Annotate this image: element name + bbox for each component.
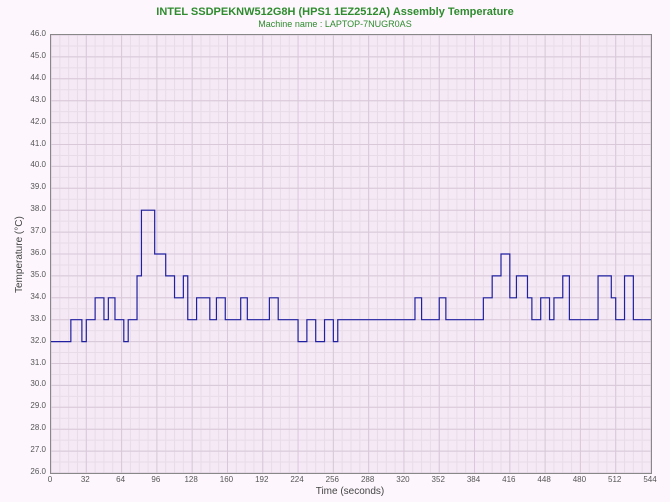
y-tick-label: 32.0 — [30, 336, 46, 345]
x-tick-label: 480 — [571, 475, 587, 484]
temperature-chart: INTEL SSDPEKNW512G8H (HPS1 1EZ2512A) Ass… — [0, 0, 670, 502]
chart-title: INTEL SSDPEKNW512G8H (HPS1 1EZ2512A) Ass… — [0, 0, 670, 18]
plot-area — [50, 34, 652, 474]
x-tick-label: 416 — [501, 475, 517, 484]
x-tick-label: 256 — [324, 475, 340, 484]
x-tick-label: 352 — [430, 475, 446, 484]
y-tick-label: 44.0 — [30, 73, 46, 82]
y-tick-label: 45.0 — [30, 51, 46, 60]
y-tick-label: 33.0 — [30, 314, 46, 323]
y-tick-label: 46.0 — [30, 29, 46, 38]
x-tick-label: 448 — [536, 475, 552, 484]
x-tick-label: 288 — [360, 475, 376, 484]
y-tick-label: 41.0 — [30, 139, 46, 148]
y-tick-label: 29.0 — [30, 401, 46, 410]
plot-svg — [51, 35, 651, 473]
x-tick-label: 192 — [254, 475, 270, 484]
y-tick-label: 40.0 — [30, 160, 46, 169]
y-tick-label: 36.0 — [30, 248, 46, 257]
y-tick-label: 27.0 — [30, 445, 46, 454]
y-tick-label: 39.0 — [30, 182, 46, 191]
x-tick-label: 96 — [148, 475, 164, 484]
x-tick-label: 32 — [77, 475, 93, 484]
x-tick-label: 544 — [642, 475, 658, 484]
x-tick-label: 0 — [42, 475, 58, 484]
x-tick-label: 128 — [183, 475, 199, 484]
chart-subtitle: Machine name : LAPTOP-7NUGR0AS — [0, 19, 670, 29]
y-tick-label: 43.0 — [30, 95, 46, 104]
y-tick-label: 42.0 — [30, 117, 46, 126]
x-tick-label: 320 — [395, 475, 411, 484]
x-tick-label: 160 — [218, 475, 234, 484]
y-tick-label: 28.0 — [30, 423, 46, 432]
y-tick-label: 34.0 — [30, 292, 46, 301]
x-axis-title: Time (seconds) — [50, 486, 650, 497]
x-tick-label: 64 — [113, 475, 129, 484]
x-tick-label: 512 — [607, 475, 623, 484]
y-axis-title: Temperature (°C) — [14, 216, 25, 293]
y-tick-label: 38.0 — [30, 204, 46, 213]
y-tick-label: 37.0 — [30, 226, 46, 235]
y-tick-label: 31.0 — [30, 358, 46, 367]
y-tick-label: 35.0 — [30, 270, 46, 279]
x-tick-label: 384 — [466, 475, 482, 484]
y-tick-label: 30.0 — [30, 379, 46, 388]
x-tick-label: 224 — [289, 475, 305, 484]
